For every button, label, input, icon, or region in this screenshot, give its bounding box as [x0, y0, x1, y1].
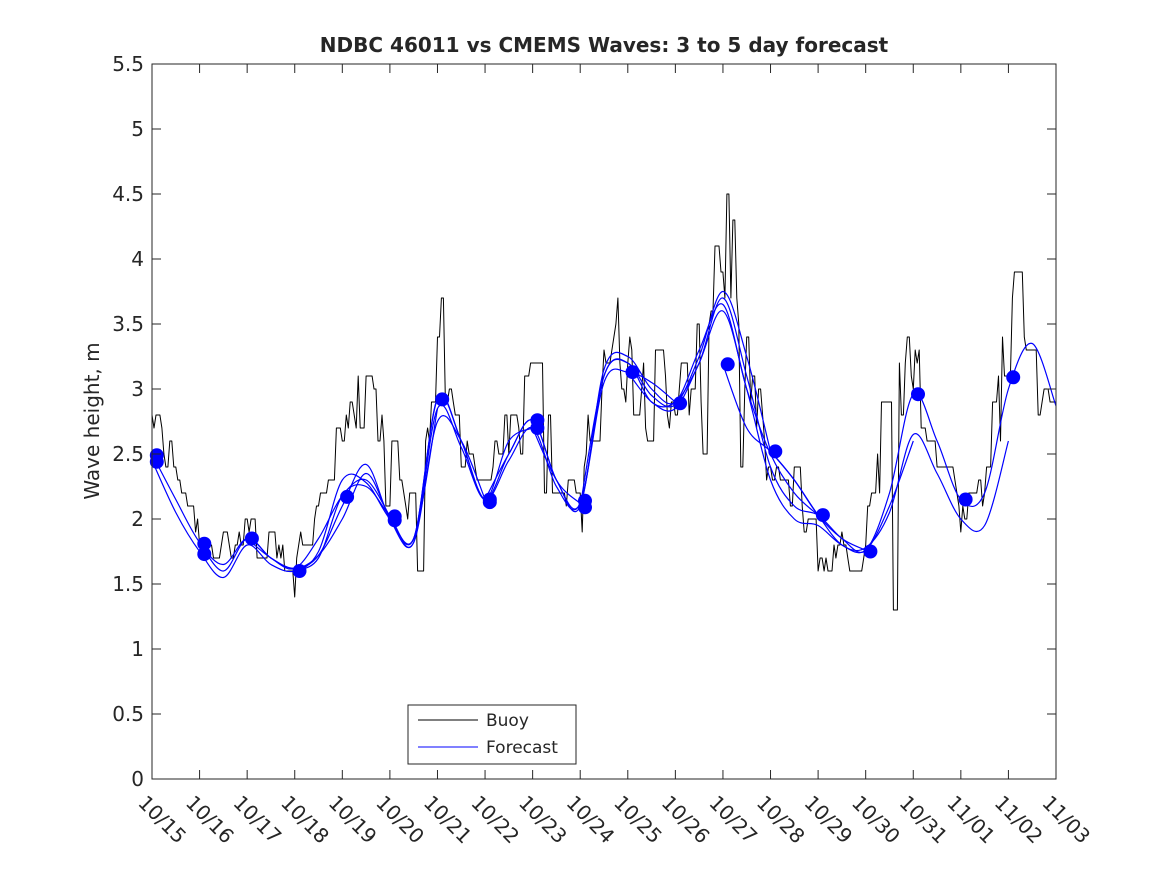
forecast-point [197, 547, 211, 561]
legend: Buoy Forecast [408, 705, 576, 764]
forecast-point [245, 532, 259, 546]
forecast-point [959, 493, 973, 507]
y-axis-label: Wave height, m [80, 342, 104, 499]
forecast-point [768, 444, 782, 458]
forecast-point [340, 490, 354, 504]
y-tick-label: 0 [131, 767, 144, 791]
forecast-point [673, 396, 687, 410]
plot-area [152, 64, 1056, 779]
y-tick-label: 4.5 [112, 182, 144, 206]
legend-buoy-label: Buoy [486, 711, 529, 731]
y-tick-label: 2 [131, 507, 144, 531]
y-tick-label: 0.5 [112, 702, 144, 726]
forecast-point [626, 365, 640, 379]
y-tick-label: 3 [131, 377, 144, 401]
y-tick-label: 5.5 [112, 52, 144, 76]
y-tick-label: 2.5 [112, 442, 144, 466]
y-tick-label: 1 [131, 637, 144, 661]
y-tick-label: 1.5 [112, 572, 144, 596]
legend-forecast-label: Forecast [486, 738, 558, 758]
y-tick-label: 4 [131, 247, 144, 271]
wave-height-chart: 00.511.522.533.544.555.5 10/1510/1610/17… [0, 0, 1167, 875]
forecast-point [816, 508, 830, 522]
forecast-point [388, 513, 402, 527]
forecast-point [1006, 370, 1020, 384]
forecast-point [293, 564, 307, 578]
forecast-point [435, 392, 449, 406]
forecast-point [863, 545, 877, 559]
forecast-point [578, 500, 592, 514]
chart-title: NDBC 46011 vs CMEMS Waves: 3 to 5 day fo… [320, 33, 889, 57]
y-tick-label: 5 [131, 117, 144, 141]
forecast-point [530, 421, 544, 435]
forecast-point [483, 495, 497, 509]
forecast-point [911, 387, 925, 401]
forecast-point [721, 357, 735, 371]
y-tick-label: 3.5 [112, 312, 144, 336]
